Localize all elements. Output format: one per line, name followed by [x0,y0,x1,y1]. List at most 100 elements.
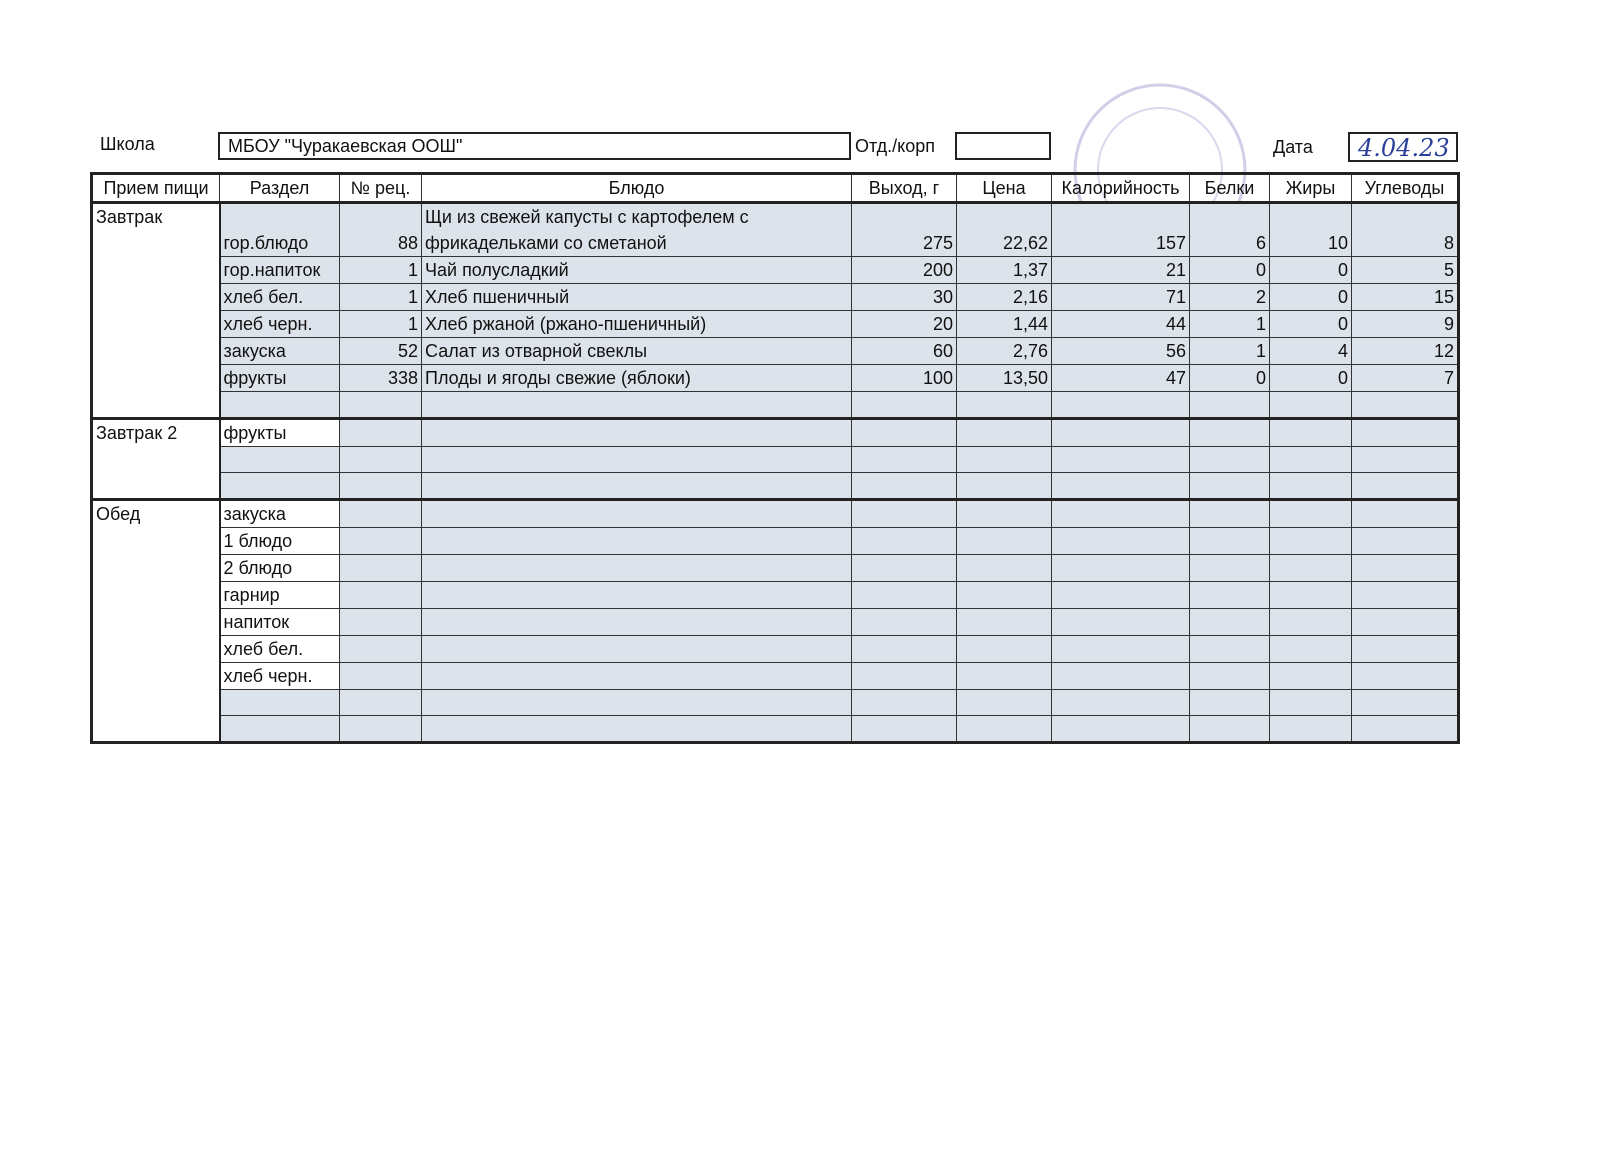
cell: 1 [1189,337,1270,365]
table-row [92,472,1459,500]
cell [339,446,422,473]
cell [421,662,852,690]
cell [1051,635,1190,663]
cell [1189,446,1270,473]
cell: Хлеб пшеничный [421,283,852,311]
cell [956,689,1052,716]
cell [339,689,422,716]
column-header: Жиры [1269,173,1352,204]
cell [1189,391,1270,419]
table-row [92,715,1459,743]
cell: 44 [1051,310,1190,338]
menu-table: Прием пищи Раздел № рец. Блюдо Выход, г Цена К… [90,172,1460,744]
cell [956,472,1052,500]
cell [956,417,1052,447]
table-row: гор.напиток 1 Чай полусладкий 200 1,37 21 0 0 5 [92,256,1459,284]
column-header: Цена [956,173,1052,204]
header-row: Прием пищи Раздел № рец. Блюдо Выход, г Цена К… [91,173,1459,204]
cell [851,608,957,636]
cell [1189,608,1270,636]
cell: фрукты [219,364,340,392]
column-header: № рец. [339,173,422,204]
cell [851,527,957,555]
cell [1269,581,1352,609]
cell: 30 [851,283,957,311]
cell [956,635,1052,663]
cell [851,554,957,582]
cell [1351,662,1459,690]
cell: хлеб бел. [219,283,340,311]
cell [1051,446,1190,473]
cell [421,498,852,528]
meal-cell: Завтрак 2 [91,417,221,500]
cell: 88 [339,201,422,257]
table-row: хлеб черн. [92,662,1459,690]
column-header: Углеводы [1351,173,1459,204]
cell [1351,608,1459,636]
cell [851,635,957,663]
school-name: МБОУ "Чуракаевская ООШ" [218,132,851,160]
cell: 1 [339,256,422,284]
cell [339,391,422,419]
cell [851,498,957,528]
cell: 2,16 [956,283,1052,311]
cell [339,581,422,609]
cell: хлеб черн. [219,310,340,338]
cell [1189,662,1270,690]
cell: 9 [1351,310,1459,338]
cell [421,554,852,582]
column-header: Выход, г [851,173,957,204]
table-row [92,689,1459,716]
table-row: фрукты 338 Плоды и ягоды свежие (яблоки) 10… [92,364,1459,392]
cell: 60 [851,337,957,365]
cell: 12 [1351,337,1459,365]
cell [219,391,340,419]
cell [339,527,422,555]
cell: 56 [1051,337,1190,365]
cell [1269,472,1352,500]
cell: Щи из свежей капусты с картофелем с фрик… [421,201,852,257]
cell: фрукты [219,417,340,447]
cell [339,635,422,663]
cell [1051,662,1190,690]
branch-box [955,132,1051,160]
table-row: Обед закуска [91,498,1459,743]
cell: гор.блюдо [219,201,340,257]
cell: напиток [219,608,340,636]
cell: Чай полусладкий [421,256,852,284]
cell [1269,635,1352,663]
cell: 1 блюдо [219,527,340,555]
cell: закуска [219,498,340,528]
cell [851,391,957,419]
cell [421,635,852,663]
column-header: Белки [1189,173,1270,204]
cell [1269,391,1352,419]
cell: 0 [1269,364,1352,392]
cell: 338 [339,364,422,392]
cell [1051,554,1190,582]
table-row: Завтрак 2 фрукты [91,417,1459,500]
cell [421,527,852,555]
table-row: 2 блюдо [92,554,1459,582]
school-label: Школа [100,134,155,154]
date-label: Дата [1273,137,1313,157]
cell [1189,715,1270,743]
cell: хлеб бел. [219,635,340,663]
table-row: Завтрак гор.блюдо 88 Щи из свежей капусты с… [91,201,1459,419]
cell [339,472,422,500]
table-row [92,391,1459,419]
cell [851,689,957,716]
cell [1269,662,1352,690]
cell: 52 [339,337,422,365]
cell: 20 [851,310,957,338]
cell [956,581,1052,609]
cell [339,498,422,528]
cell [421,446,852,473]
cell [1269,446,1352,473]
cell [1269,417,1352,447]
cell [1189,581,1270,609]
cell [1051,581,1190,609]
branch-label: Отд./корп [855,136,935,156]
cell [1351,527,1459,555]
